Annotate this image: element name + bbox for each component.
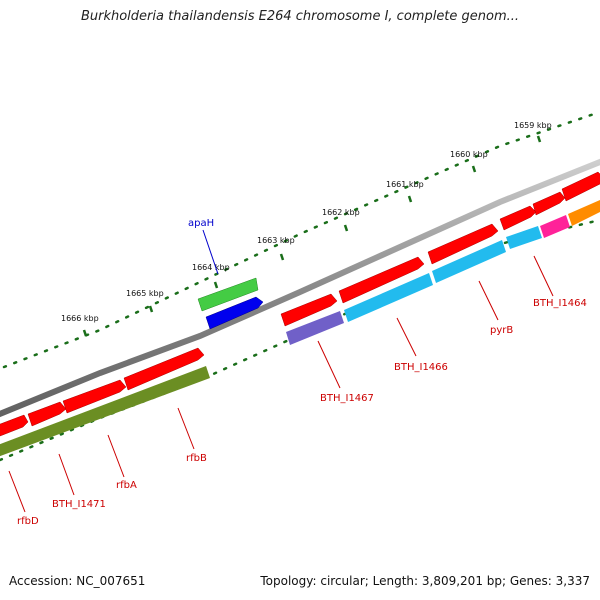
- gene-label-rfbA[interactable]: rfbA: [116, 480, 137, 491]
- scale-label: 1663 kbp: [257, 236, 295, 245]
- gene-arrow[interactable]: [0, 414, 29, 438]
- cog-segment[interactable]: [286, 311, 344, 345]
- gene-apaH-cog[interactable]: [205, 296, 264, 330]
- cog-strand: [0, 200, 600, 458]
- gene-label-apaH[interactable]: apaH: [188, 218, 214, 229]
- gene-arrow[interactable]: [532, 191, 566, 216]
- gene-arrow[interactable]: [499, 205, 537, 231]
- gene-apaH-rna[interactable]: [197, 277, 259, 312]
- accession-text: Accession: NC_007651: [9, 574, 146, 588]
- gene-arrow[interactable]: [561, 171, 600, 202]
- gene-arrow[interactable]: [62, 379, 127, 414]
- gene-label-rfbB[interactable]: rfbB: [186, 453, 207, 464]
- cog-segment[interactable]: [506, 226, 542, 249]
- label-leaders: [8, 229, 554, 513]
- gene-arrow[interactable]: [280, 293, 338, 327]
- scale-label: 1660 kbp: [450, 150, 488, 159]
- gene-arrow[interactable]: [123, 347, 205, 391]
- scale-ticks: [82, 135, 542, 337]
- map-title: Burkholderia thailandensis E264 chromoso…: [80, 9, 520, 24]
- cog-segment[interactable]: [568, 200, 600, 226]
- scale-label: 1659 kbp: [514, 121, 552, 130]
- gene-label-BTH_I1464[interactable]: BTH_I1464: [533, 298, 587, 309]
- gene-label-rfbD[interactable]: rfbD: [17, 516, 39, 527]
- chromosome-backbone: [0, 158, 600, 418]
- gene-arrow[interactable]: [427, 223, 499, 265]
- gene-label-BTH_I1466[interactable]: BTH_I1466: [394, 362, 448, 373]
- scale-label: 1661 kbp: [386, 180, 424, 189]
- cog-segment[interactable]: [0, 366, 210, 458]
- cog-segment[interactable]: [540, 215, 570, 238]
- gene-label-pyrB[interactable]: pyrB: [490, 325, 513, 336]
- scale-label: 1664 kbp: [192, 263, 230, 272]
- scale-label: 1665 kbp: [126, 289, 164, 298]
- scale-label: 1666 kbp: [61, 314, 99, 323]
- gene-label-BTH_I1467[interactable]: BTH_I1467: [320, 393, 374, 404]
- forward-strand-genes: [0, 171, 600, 438]
- topology-text: Topology: circular; Length: 3,809,201 bp…: [260, 574, 590, 588]
- gene-arrow[interactable]: [338, 256, 425, 304]
- gene-label-BTH_I1471[interactable]: BTH_I1471: [52, 499, 106, 510]
- cog-segment[interactable]: [344, 273, 433, 322]
- scale-label: 1662 kbp: [322, 208, 360, 217]
- cog-segment[interactable]: [432, 240, 506, 283]
- gene-arrow[interactable]: [27, 401, 67, 427]
